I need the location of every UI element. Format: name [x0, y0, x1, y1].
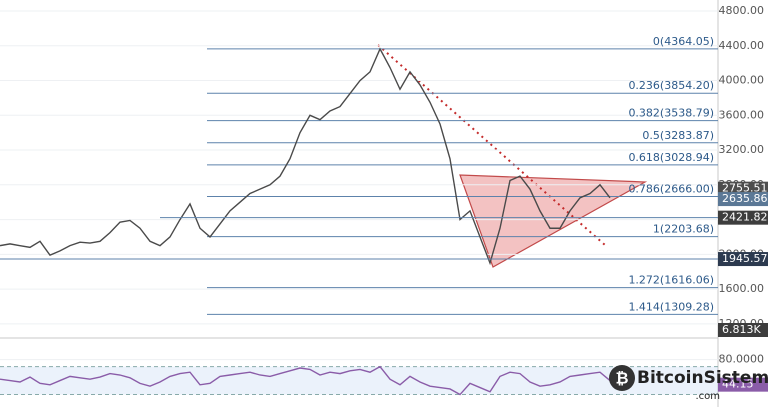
- value-tag: [718, 377, 768, 392]
- fib-label: 0.382(3538.79): [628, 107, 714, 120]
- y-tick-label: 4000.00: [719, 74, 765, 87]
- price-line: [0, 47, 611, 266]
- trend-line: [377, 44, 606, 246]
- watermark-name: BitcoinSistemi: [637, 368, 768, 388]
- value-tag-label: 2755.51: [722, 182, 768, 195]
- fib-label: 1.272(1616.06): [628, 274, 714, 287]
- y-tick-label: 3200.00: [719, 143, 765, 156]
- value-tag: [718, 192, 768, 207]
- y-tick-label: 3600.00: [719, 108, 765, 121]
- value-tag: [718, 210, 768, 225]
- fib-label: 1.414(1309.28): [628, 300, 714, 313]
- value-tag-label: 2421.82: [722, 211, 768, 224]
- rsi-band: [0, 366, 718, 395]
- logo-glyph: ₿: [615, 369, 628, 388]
- fib-label: 0(4364.05): [653, 35, 714, 48]
- watermark-suffix: .com: [695, 391, 720, 402]
- value-tag-label: 2635.86: [722, 192, 768, 205]
- y-tick-label: 4800.00: [719, 4, 765, 17]
- fib-label: 0.236(3854.20): [628, 79, 714, 92]
- y-tick-label: 4400.00: [719, 39, 765, 52]
- value-tag-label: 6.813K: [722, 323, 761, 336]
- value-tag: [718, 323, 768, 337]
- value-tag-label: 44.15: [722, 378, 754, 391]
- fib-label: 0.5(3283.87): [642, 129, 714, 142]
- value-tag: [718, 252, 768, 267]
- y-tick-label: 80.0000: [719, 353, 765, 366]
- value-tag-label: 1945.57: [722, 252, 768, 265]
- fib-label: 0.786(2666.00): [628, 182, 714, 195]
- watermark: ₿ BitcoinSistemi .com: [609, 365, 768, 402]
- y-tick-label: 1600.00: [719, 282, 765, 295]
- fib-label: 0.618(3028.94): [628, 151, 714, 164]
- price-line: [0, 365, 611, 396]
- logo: [609, 365, 635, 391]
- fib-label: 1(2203.68): [653, 223, 714, 236]
